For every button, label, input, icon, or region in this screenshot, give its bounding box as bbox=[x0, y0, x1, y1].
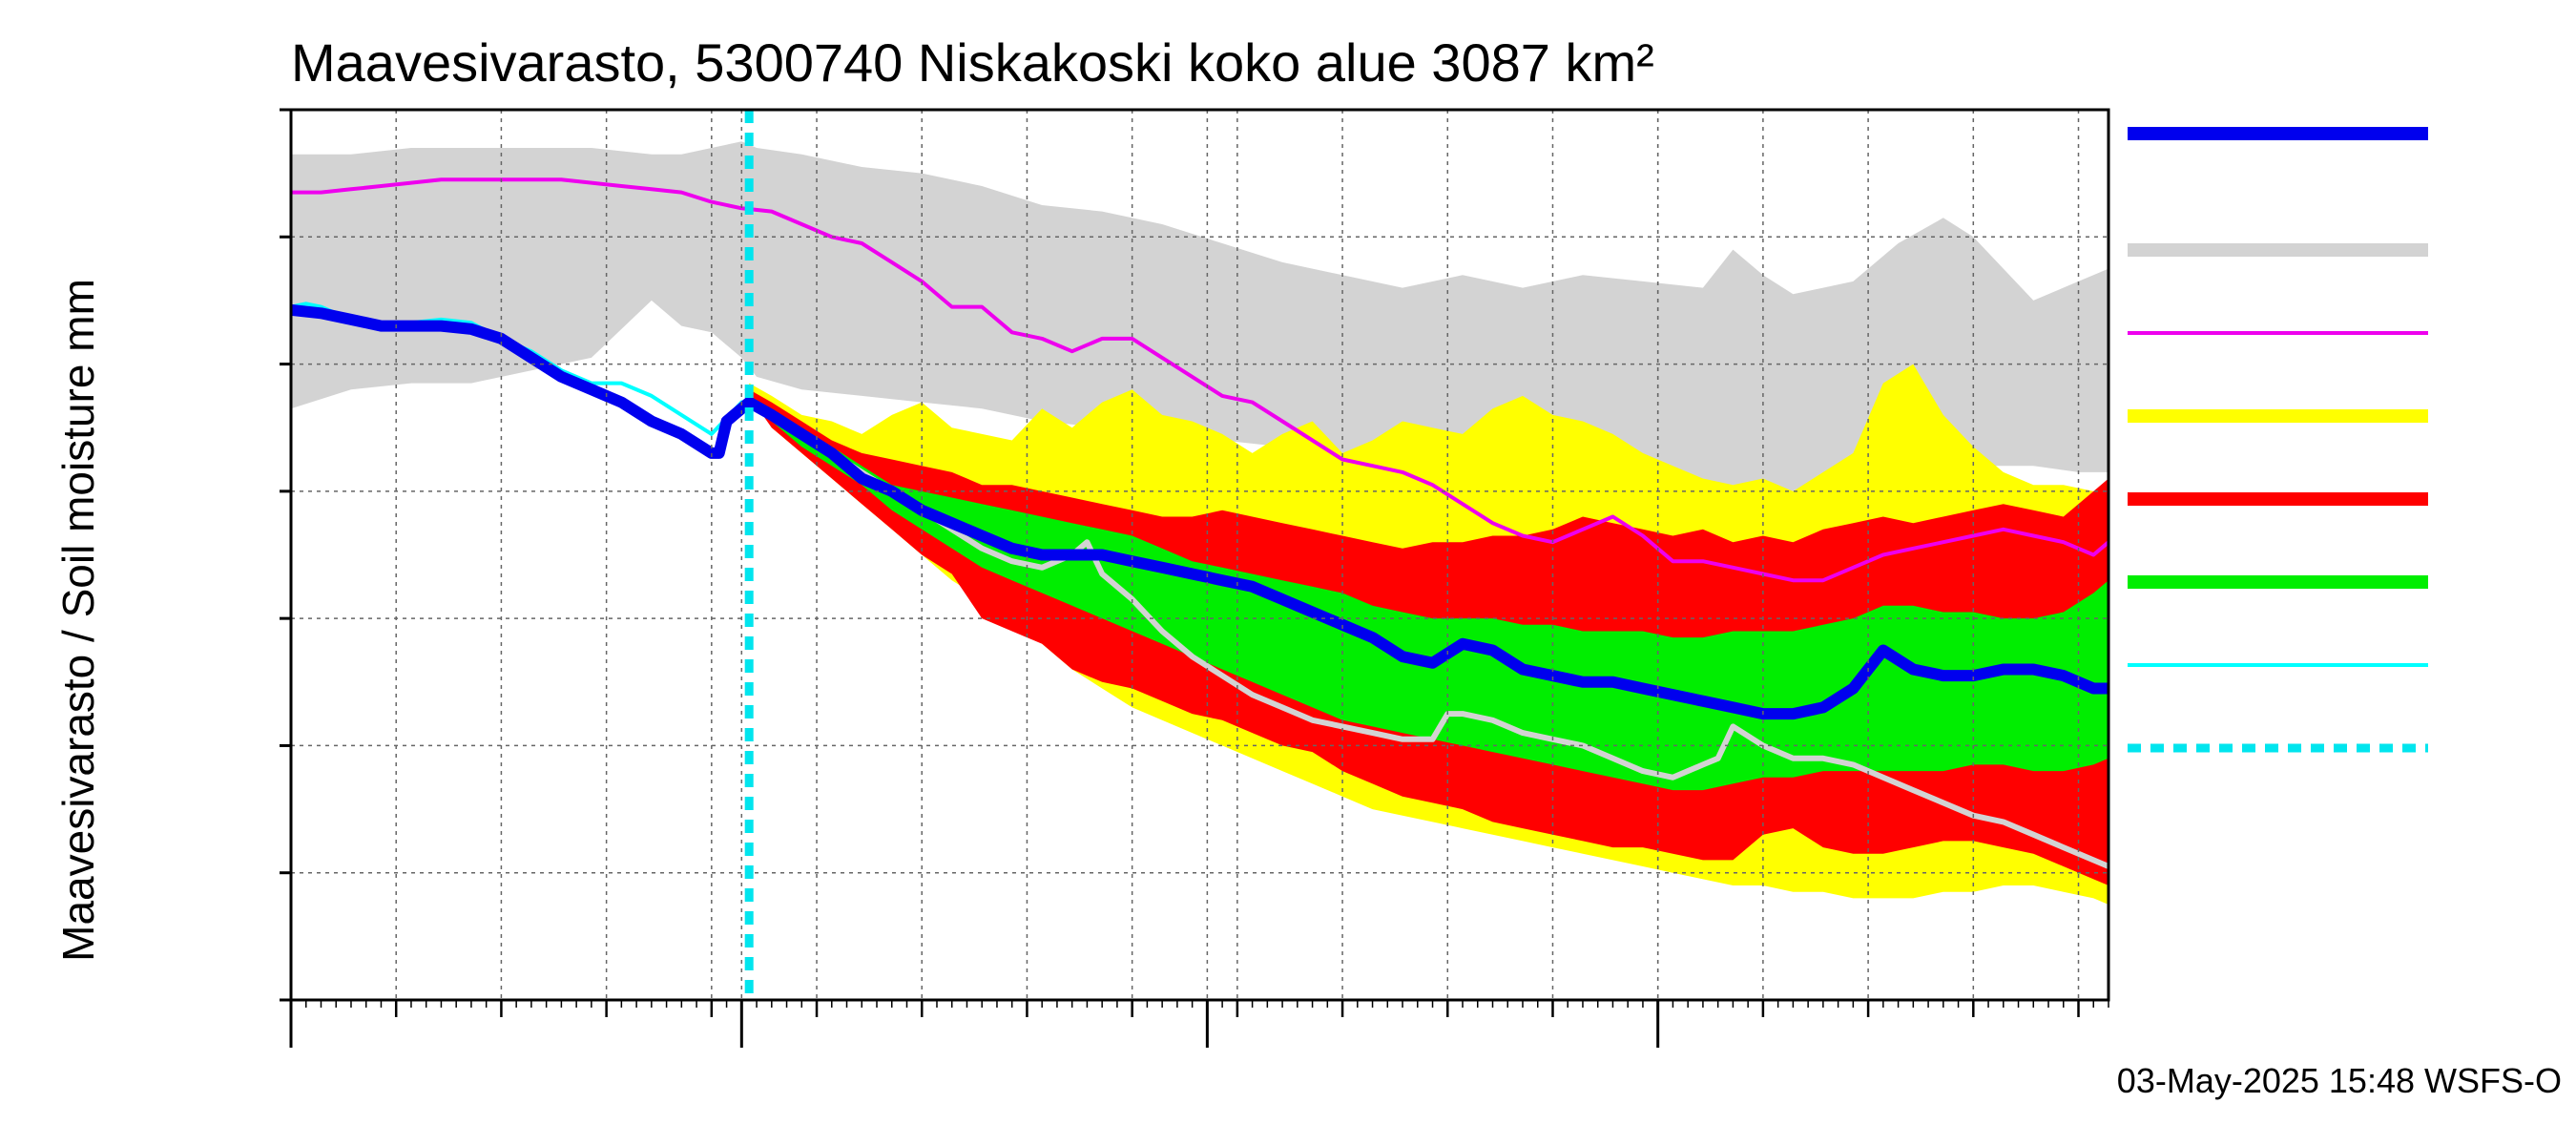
plot-frame bbox=[289, 108, 2110, 1002]
plot-content bbox=[291, 141, 2109, 905]
series-line-forecast-mean bbox=[291, 303, 2109, 720]
timestamp: 03-May-2025 15:48 WSFS-O bbox=[2117, 1061, 2562, 1100]
plot-area bbox=[280, 108, 2110, 1048]
chart-title: Maavesivarasto, 5300740 Niskakoski koko … bbox=[291, 32, 1654, 93]
y-axis-label: Maavesivarasto / Soil moisture mm bbox=[53, 279, 103, 962]
grid bbox=[291, 110, 2109, 1000]
series-band-p25_75 bbox=[749, 395, 2109, 791]
series-line-median bbox=[746, 399, 2109, 869]
legend bbox=[2128, 127, 2428, 753]
